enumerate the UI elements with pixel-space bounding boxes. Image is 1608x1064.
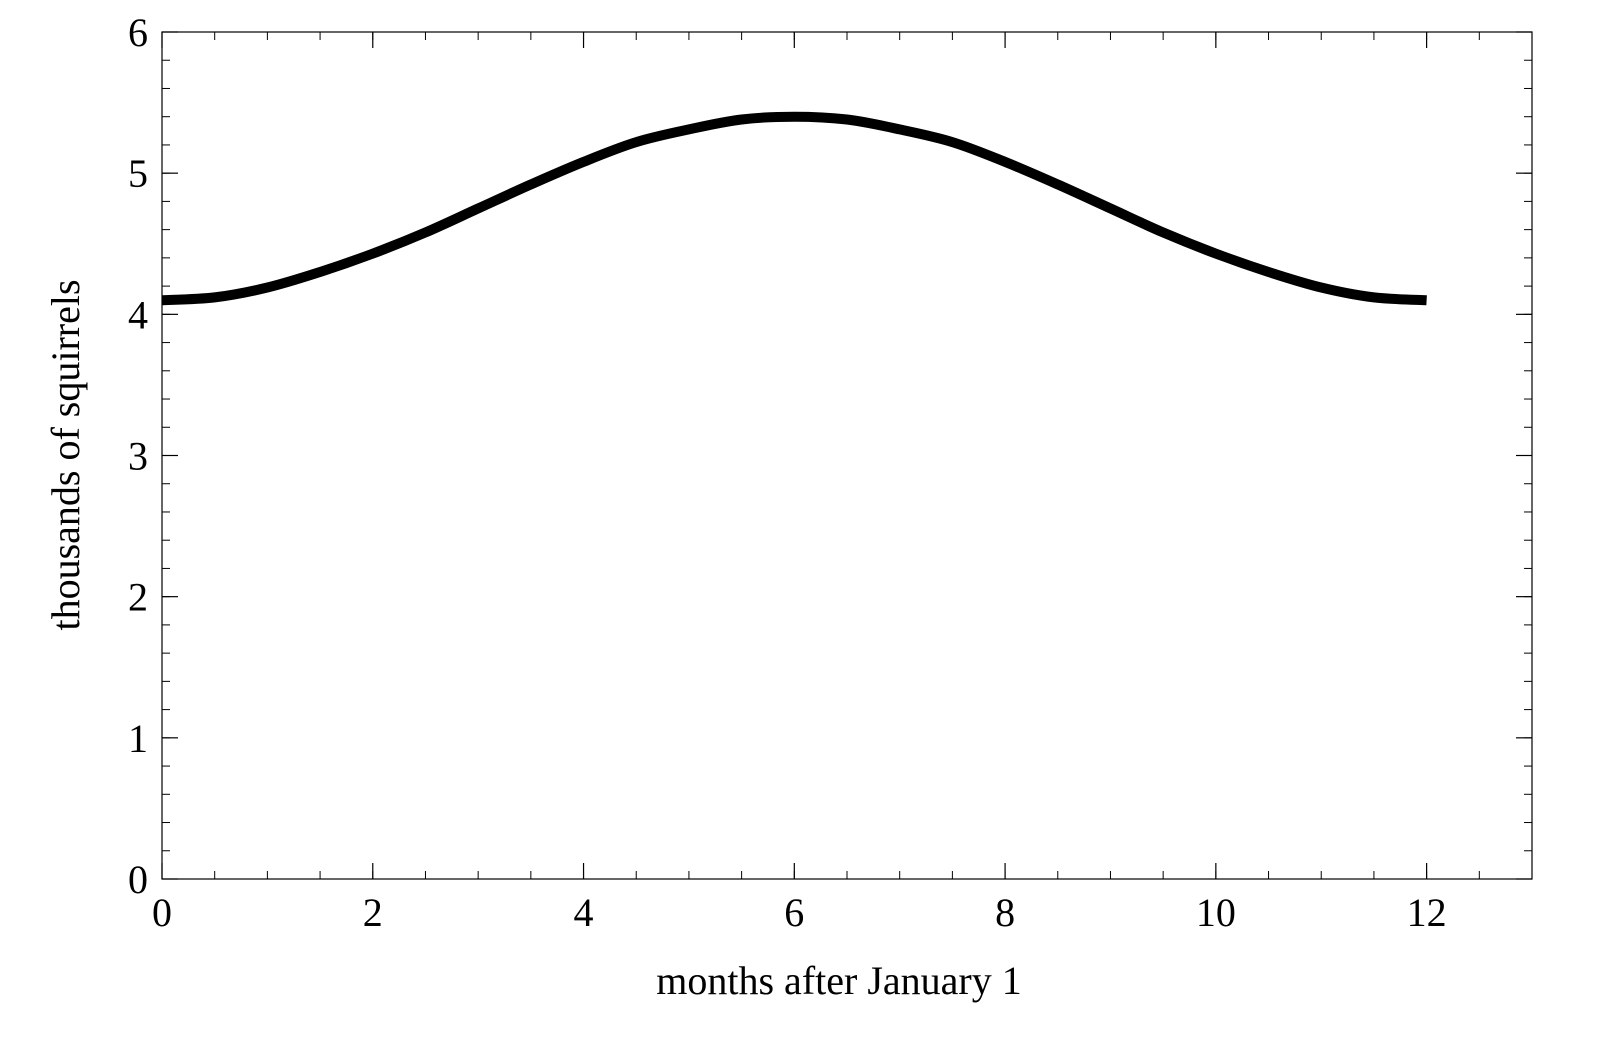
x-tick-labels: 0 2 4 6 8 10 12 (152, 890, 1447, 935)
y-tick-label: 1 (128, 716, 148, 761)
x-tick-label: 10 (1196, 890, 1236, 935)
minor-ticks (161, 31, 1533, 880)
series-line (161, 111, 1427, 306)
y-tick-labels: 0 1 2 3 4 5 6 (128, 10, 148, 902)
y-tick-label: 2 (128, 575, 148, 620)
y-tick-label: 3 (128, 434, 148, 479)
x-tick-label: 0 (152, 890, 172, 935)
y-tick-label: 4 (128, 292, 148, 337)
series-layer (161, 111, 1427, 306)
x-tick-label: 12 (1407, 890, 1447, 935)
x-axis-title: months after January 1 (656, 958, 1021, 1003)
x-tick-label: 2 (363, 890, 383, 935)
major-ticks (161, 31, 1532, 880)
y-tick-label: 5 (128, 151, 148, 196)
y-axis-title: thousands of squirrels (43, 279, 88, 630)
y-tick-label: 6 (128, 10, 148, 55)
y-tick-label: 0 (128, 857, 148, 902)
plot-frame (161, 31, 1533, 880)
x-tick-label: 6 (784, 890, 804, 935)
x-tick-label: 8 (995, 890, 1015, 935)
x-tick-label: 4 (574, 890, 594, 935)
